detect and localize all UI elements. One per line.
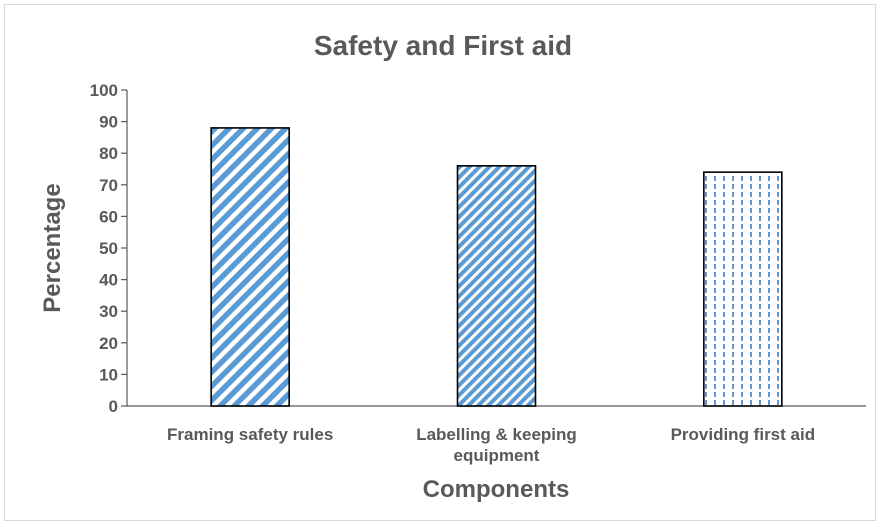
y-tick-label: 0	[109, 397, 118, 416]
x-tick-label-line: Framing safety rules	[167, 425, 333, 444]
bar-1	[210, 127, 290, 407]
bar-3	[703, 171, 783, 407]
y-axis-title: Percentage	[39, 183, 66, 312]
y-tick-label: 70	[99, 176, 118, 195]
bar-2	[456, 165, 537, 407]
y-tick-label: 50	[99, 239, 118, 258]
x-tick-label: Providing first aid	[671, 425, 816, 444]
x-axis-title: Components	[423, 476, 570, 503]
x-tick-label-line: Providing first aid	[671, 425, 816, 444]
x-tick-label: Labelling & keeping equipment	[416, 425, 577, 465]
y-tick-label: 10	[99, 365, 118, 384]
bars	[210, 127, 783, 407]
y-tick-label: 20	[99, 334, 118, 353]
y-tick-label: 90	[99, 113, 118, 132]
y-tick-label: 30	[99, 302, 118, 321]
y-tick-label: 80	[99, 144, 118, 163]
y-tick-label: 100	[90, 81, 118, 100]
y-tick-label: 60	[99, 207, 118, 226]
chart-title: Safety and First aid	[314, 30, 572, 61]
x-tick-label-line: Labelling & keeping	[416, 425, 577, 444]
x-axis: Framing safety rules Labelling & keeping e…	[127, 405, 866, 465]
y-axis: 0 10 20 30 40 50 60 70 80 90 100	[90, 81, 128, 416]
x-tick-label: Framing safety rules	[167, 425, 333, 444]
y-tick-label: 40	[99, 271, 118, 290]
x-tick-label-line: equipment	[454, 446, 540, 465]
